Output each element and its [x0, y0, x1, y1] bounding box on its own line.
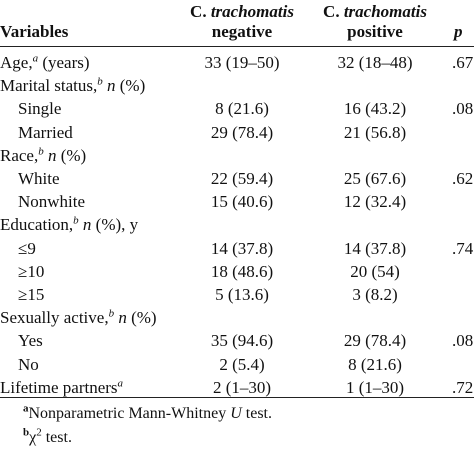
footnote-b-text: test. [41, 429, 72, 446]
footnote-b: bχ2 test. [23, 426, 72, 448]
cell-negative: 5 (13.6) [215, 285, 269, 304]
footnote-b-chi: χ [29, 429, 37, 446]
row-label: Education,b n (%), y [0, 215, 138, 235]
cell-p-value: .08 [452, 331, 474, 350]
row-label-footnote-mark: a [117, 377, 124, 390]
row-label: Married [18, 123, 73, 143]
row-label-text: No [18, 355, 39, 374]
row-label: ≥10 [18, 262, 44, 282]
cell-p-value: .74 [452, 239, 474, 258]
footnote-a-u: U [230, 405, 242, 422]
header-negative-genus: C. [190, 2, 211, 21]
cell-positive: 32 (18–48) [337, 53, 413, 72]
row-label: No [18, 355, 39, 375]
footnote-a-text: Nonparametric Mann-Whitney [28, 405, 231, 422]
row-label-suffix: n (%) [107, 76, 146, 95]
header-p-text: p [454, 22, 463, 41]
cell-negative: 8 (21.6) [215, 99, 269, 118]
header-rule [0, 46, 474, 47]
row-label: Single [18, 99, 61, 119]
cell-p-value: .72 [452, 378, 474, 397]
row-label-text: Age, [0, 53, 33, 72]
cell-positive: 3 (8.2) [352, 285, 398, 304]
cell-positive: 1 (1–30) [345, 378, 405, 397]
header-positive-line2: positive [347, 22, 403, 41]
footnote-a-mark: a [23, 402, 29, 415]
footnote-a: aNonparametric Mann-Whitney U test. [23, 402, 272, 424]
row-label-text: ≥10 [18, 262, 45, 281]
row-label-text: ≤9 [18, 239, 36, 258]
row-label-text: Married [18, 123, 73, 142]
bottom-rule [0, 397, 474, 398]
cell-negative: 29 (78.4) [210, 123, 274, 142]
row-label: Race,b n (%) [0, 146, 86, 166]
row-label-footnote-mark: a [32, 52, 39, 65]
cell-positive: 12 (32.4) [343, 192, 407, 211]
row-label: Sexually active,b n (%) [0, 308, 157, 328]
header-positive-line1: C. trachomatis [300, 2, 450, 22]
cell-negative: 22 (59.4) [210, 169, 274, 188]
row-label-text: Yes [18, 331, 43, 350]
row-label: Yes [18, 331, 43, 351]
row-label-text: Marital status, [0, 76, 98, 95]
header-positive-species: trachomatis [343, 2, 427, 21]
row-label-suffix: n (%) [47, 146, 87, 165]
row-label: ≤9 [18, 239, 36, 259]
row-label-text: Nonwhite [18, 192, 86, 211]
row-label: Age,a (years) [0, 53, 90, 73]
cell-positive: 14 (37.8) [343, 239, 407, 258]
row-label: White [18, 169, 60, 189]
cell-negative: 2 (1–30) [212, 378, 272, 397]
cell-negative: 35 (94.6) [210, 331, 274, 350]
row-label-text: ≥15 [18, 285, 45, 304]
row-label-footnote-mark: b [108, 307, 115, 320]
row-label-text: Race, [0, 146, 39, 165]
header-negative-species: trachomatis [210, 2, 294, 21]
header-negative-line2: negative [211, 22, 273, 41]
cell-negative: 33 (19–50) [204, 53, 280, 72]
cell-positive: 29 (78.4) [343, 331, 407, 350]
header-p: p [454, 22, 463, 42]
row-label-footnote-mark: b [97, 75, 103, 88]
cell-negative: 2 (5.4) [219, 355, 265, 374]
row-label-text: White [18, 169, 60, 188]
cell-positive: 16 (43.2) [343, 99, 407, 118]
row-label-suffix: (years) [38, 53, 90, 72]
cell-positive: 8 (21.6) [348, 355, 402, 374]
cell-negative: 18 (48.6) [210, 262, 274, 281]
footnote-b-mark: b [23, 426, 30, 439]
cell-p-value: .08 [452, 99, 474, 118]
cell-positive: 21 (56.8) [343, 123, 407, 142]
row-label-suffix: n (%) [118, 308, 157, 327]
footnote-a-tail: test. [241, 405, 272, 422]
row-label-text: Lifetime partners [0, 378, 118, 397]
row-label-suffix: n (%), y [82, 215, 139, 234]
cell-negative: 14 (37.8) [210, 239, 274, 258]
row-label: Lifetime partnersa [0, 378, 123, 398]
cell-negative: 15 (40.6) [210, 192, 274, 211]
row-label-text: Single [18, 99, 62, 118]
row-label: Marital status,b n (%) [0, 76, 145, 96]
footnote-b-exp: 2 [36, 426, 42, 439]
header-variables: Variables [0, 22, 69, 41]
cell-positive: 25 (67.6) [343, 169, 407, 188]
row-label-footnote-mark: b [73, 214, 79, 227]
row-label-text: Education, [0, 215, 74, 234]
row-label: ≥15 [18, 285, 44, 305]
cell-p-value: .62 [452, 169, 474, 188]
row-label-text: Sexually active, [0, 308, 109, 327]
row-label: Nonwhite [18, 192, 85, 212]
header-positive-genus: C. [323, 2, 344, 21]
header-negative-line1: C. trachomatis [162, 2, 322, 22]
cell-positive: 20 (54) [350, 262, 400, 281]
cell-p-value: .67 [452, 53, 474, 72]
row-label-footnote-mark: b [38, 145, 44, 158]
